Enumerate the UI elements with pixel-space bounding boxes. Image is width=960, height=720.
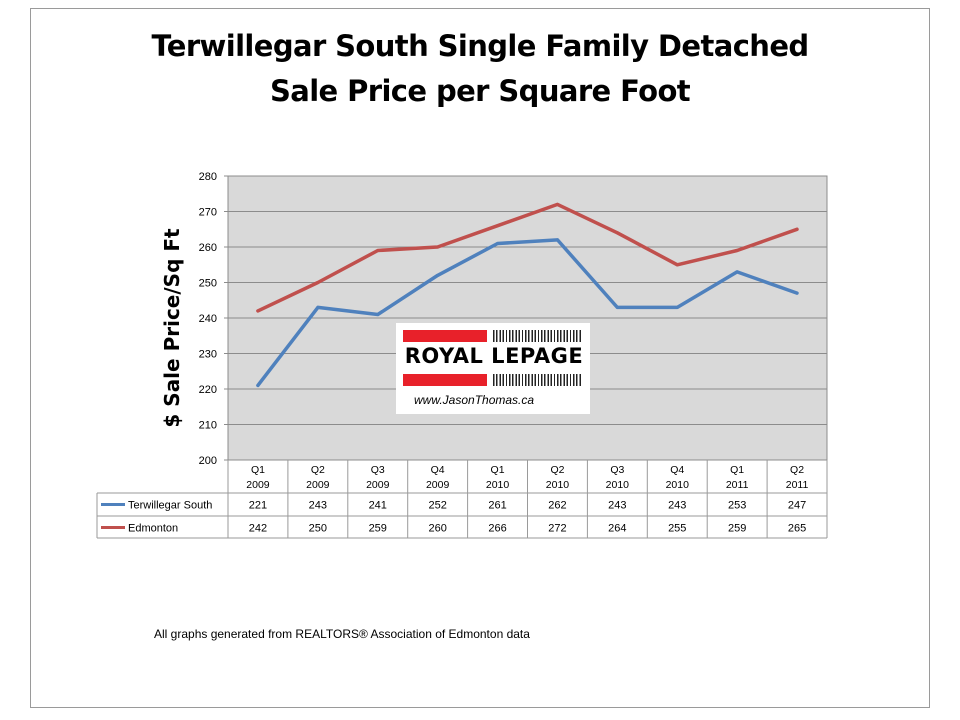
image-frame <box>30 8 930 708</box>
data-table-value: 242 <box>249 523 267 535</box>
royal-lepage-logo: ROYAL LEPAGE www.JasonThomas.ca <box>396 323 590 414</box>
x-category-label: Q4 <box>431 464 445 476</box>
data-point <box>256 309 260 313</box>
x-category-year-label: 2010 <box>666 479 690 491</box>
data-table-value: 262 <box>548 500 566 512</box>
data-table-value: 250 <box>309 523 327 535</box>
data-table-value: 221 <box>249 500 267 512</box>
x-category-year-label: 2009 <box>306 479 330 491</box>
logo-website-url: www.JasonThomas.ca <box>414 393 535 407</box>
logo-barcode-top <box>493 330 581 342</box>
series-line <box>256 202 799 313</box>
y-tick-label: 220 <box>199 384 217 396</box>
data-table-value: 247 <box>788 500 806 512</box>
data-point <box>555 202 559 206</box>
logo-barcode-bottom <box>493 374 581 386</box>
y-tick-label: 270 <box>199 207 217 219</box>
x-category-label: Q1 <box>491 464 505 476</box>
x-category-year-label: 2011 <box>786 479 809 491</box>
data-table-value: 255 <box>668 523 686 535</box>
data-table-value: 241 <box>369 500 387 512</box>
y-tick-label: 240 <box>199 313 217 325</box>
data-point <box>795 227 799 231</box>
data-point <box>436 245 440 249</box>
x-category-year-label: 2009 <box>246 479 270 491</box>
x-category-label: Q3 <box>610 464 624 476</box>
data-table-value: 253 <box>728 500 746 512</box>
data-point <box>376 249 380 253</box>
x-category-label: Q2 <box>550 464 564 476</box>
data-point <box>436 273 440 277</box>
series-line <box>256 238 799 388</box>
data-point <box>555 238 559 242</box>
x-category-label: Q3 <box>371 464 385 476</box>
logo-red-bar-top <box>403 330 487 342</box>
y-tick-label: 210 <box>199 420 217 432</box>
x-category-year-label: 2009 <box>366 479 390 491</box>
y-tick-label: 280 <box>199 171 217 183</box>
data-point <box>615 231 619 235</box>
data-point <box>256 383 260 387</box>
data-table-value: 252 <box>428 500 446 512</box>
data-table-value: 259 <box>369 523 387 535</box>
data-table-value: 261 <box>488 500 506 512</box>
y-tick-label: 230 <box>199 349 217 361</box>
data-point <box>376 312 380 316</box>
data-table-value: 259 <box>728 523 746 535</box>
x-category-label: Q1 <box>251 464 265 476</box>
chart-title-line-2: Sale Price per Square Foot <box>269 74 691 108</box>
logo-wordmark: ROYAL LEPAGE <box>404 344 584 368</box>
data-table-value: 243 <box>309 500 327 512</box>
data-point <box>496 241 500 245</box>
data-table-value: 243 <box>608 500 626 512</box>
data-point <box>795 291 799 295</box>
logo-red-bar-bottom <box>403 374 487 386</box>
x-category-year-label: 2010 <box>486 479 510 491</box>
data-table-value: 272 <box>548 523 566 535</box>
data-point <box>735 270 739 274</box>
data-point <box>316 305 320 309</box>
y-tick-label: 200 <box>199 455 217 467</box>
chart-title-line-1: Terwillegar South Single Family Detached <box>151 29 809 63</box>
x-category-year-label: 2010 <box>606 479 630 491</box>
data-point <box>496 224 500 228</box>
data-point <box>735 249 739 253</box>
x-category-year-label: 2010 <box>546 479 570 491</box>
legend-series-name: Terwillegar South <box>128 500 212 512</box>
x-category-label: Q2 <box>790 464 804 476</box>
x-category-label: Q4 <box>670 464 684 476</box>
data-table-value: 265 <box>788 523 806 535</box>
data-point <box>316 281 320 284</box>
data-table-value: 266 <box>488 523 506 535</box>
legend-series-name: Edmonton <box>128 523 178 535</box>
data-table-value: 264 <box>608 523 626 535</box>
x-category-year-label: 2009 <box>426 479 450 491</box>
x-category-label: Q2 <box>311 464 325 476</box>
data-table-value: 260 <box>428 523 446 535</box>
data-point <box>615 305 619 309</box>
data-point <box>675 305 679 309</box>
y-tick-label: 250 <box>199 278 217 290</box>
x-category-year-label: 2011 <box>726 479 749 491</box>
data-table-value: 243 <box>668 500 686 512</box>
y-tick-label: 260 <box>199 242 217 254</box>
x-category-label: Q1 <box>730 464 744 476</box>
data-source-footnote: All graphs generated from REALTORS® Asso… <box>154 627 530 641</box>
data-point <box>675 263 679 267</box>
